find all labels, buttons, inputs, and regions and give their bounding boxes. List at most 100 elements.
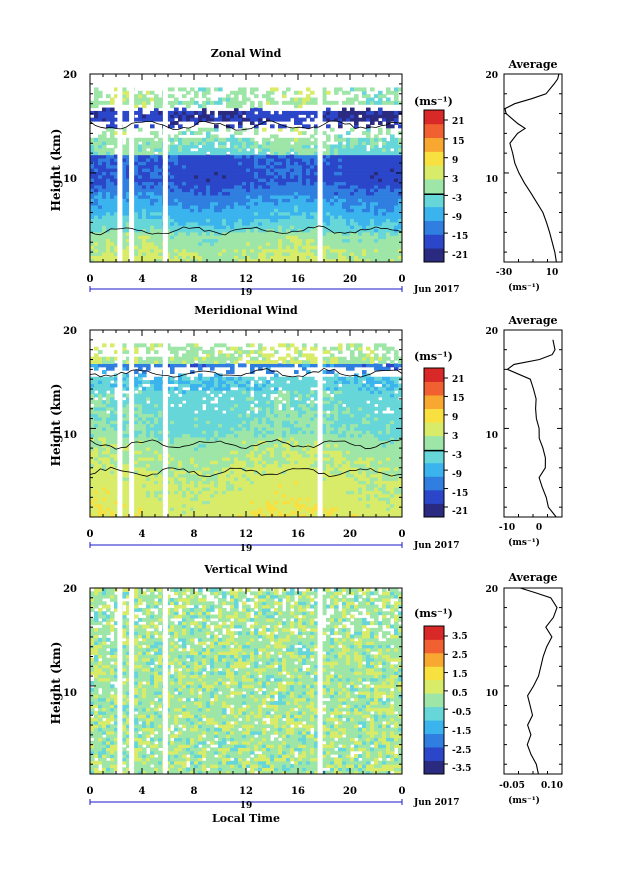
heatmap-cell: [90, 201, 95, 206]
heatmap-cell: [178, 480, 183, 485]
heatmap-cell: [298, 157, 303, 162]
heatmap-cell: [186, 456, 191, 461]
heatmap-cell: [190, 420, 195, 425]
heatmap-cell: [142, 380, 147, 385]
heatmap-cell: [198, 164, 203, 169]
heatmap-cell: [106, 486, 111, 491]
heatmap-cell: [90, 503, 95, 508]
heatmap-cell: [166, 476, 171, 481]
heatmap-cell: [90, 198, 95, 203]
heatmap-cell: [94, 191, 99, 196]
heatmap-cell: [278, 114, 283, 119]
heatmap-cell: [114, 363, 119, 368]
heatmap-cell: [194, 164, 199, 169]
heatmap-cell: [254, 251, 259, 256]
heatmap-cell: [126, 513, 131, 517]
heatmap-cell: [382, 225, 387, 230]
heatmap-cell: [226, 211, 231, 216]
heatmap-cell: [90, 194, 95, 199]
heatmap-cell: [350, 215, 355, 219]
heatmap-cell: [182, 238, 187, 243]
heatmap-cell: [254, 117, 259, 122]
heatmap-cell: [270, 144, 275, 149]
heatmap-cell: [278, 228, 283, 233]
heatmap-cell: [206, 353, 211, 358]
heatmap-cell: [90, 178, 95, 183]
heatmap-cell: [122, 410, 127, 415]
heatmap-cell: [266, 211, 271, 216]
heatmap-cell: [166, 235, 171, 240]
heatmap-cell: [178, 198, 183, 203]
heatmap-cell: [262, 208, 267, 213]
heatmap-cell: [366, 127, 371, 132]
heatmap-cell: [198, 131, 203, 136]
heatmap-cell: [294, 141, 299, 146]
heatmap-cell: [310, 225, 315, 230]
heatmap-cell: [190, 410, 195, 415]
heatmap-cell: [210, 157, 215, 162]
heatmap-cell: [142, 137, 147, 142]
heatmap-cell: [354, 184, 359, 189]
heatmap-cell: [282, 198, 287, 203]
heatmap-cell: [386, 141, 391, 146]
heatmap-cell: [374, 174, 379, 179]
heatmap-cell: [258, 238, 263, 243]
heatmap-cell: [102, 413, 107, 418]
heatmap-cell: [254, 218, 259, 223]
heatmap-cell: [334, 100, 339, 105]
heatmap-cell: [234, 215, 239, 219]
heatmap-cell: [170, 430, 175, 435]
heatmap-cell: [126, 456, 131, 461]
heatmap-cell: [134, 430, 139, 435]
heatmap-cell: [358, 168, 363, 172]
heatmap-cell: [274, 201, 279, 206]
heatmap-cell: [242, 251, 247, 256]
heatmap-cell: [246, 141, 251, 146]
heatmap-cell: [350, 211, 355, 216]
heatmap-cell: [170, 466, 175, 471]
heatmap-cell: [346, 241, 351, 246]
heatmap-cell: [390, 241, 395, 246]
heatmap-cell: [190, 168, 195, 172]
heatmap-cell: [238, 110, 243, 115]
heatmap-cell: [122, 151, 127, 156]
heatmap-cell: [186, 161, 191, 166]
heatmap-cell: [158, 221, 163, 226]
heatmap-cell: [350, 114, 355, 119]
heatmap-cell: [186, 201, 191, 206]
heatmap-cell: [206, 500, 211, 505]
heatmap-cell: [122, 215, 127, 219]
heatmap-cell: [146, 255, 151, 260]
heatmap-cell: [298, 218, 303, 223]
heatmap-cell: [398, 174, 402, 179]
heatmap-cell: [158, 343, 163, 348]
heatmap-cell: [210, 147, 215, 152]
heatmap-cell: [110, 107, 115, 112]
heatmap-cell: [234, 241, 239, 246]
heatmap-cell: [166, 255, 171, 260]
heatmap-cell: [170, 443, 175, 448]
heatmap-cell: [282, 191, 287, 196]
heatmap-cell: [366, 110, 371, 115]
heatmap-cell: [334, 198, 339, 203]
heatmap-cell: [194, 483, 199, 488]
heatmap-cell: [334, 201, 339, 206]
heatmap-cell: [150, 483, 155, 488]
heatmap-cell: [314, 171, 319, 176]
heatmap-cell: [134, 490, 139, 495]
heatmap-cell: [298, 178, 303, 183]
heatmap-cell: [230, 174, 235, 179]
heatmap-cell: [102, 463, 107, 468]
heatmap-cell: [278, 137, 283, 142]
heatmap-cell: [186, 376, 191, 381]
heatmap-cell: [218, 198, 223, 203]
heatmap-cell: [154, 416, 159, 421]
heatmap-cell: [198, 117, 203, 122]
heatmap-cell: [126, 204, 131, 209]
heatmap-cell: [302, 221, 307, 226]
heatmap-cell: [186, 235, 191, 240]
heatmap-cell: [158, 406, 163, 411]
heatmap-cell: [154, 168, 159, 172]
heatmap-cell: [102, 506, 107, 511]
heatmap-cell: [158, 506, 163, 511]
